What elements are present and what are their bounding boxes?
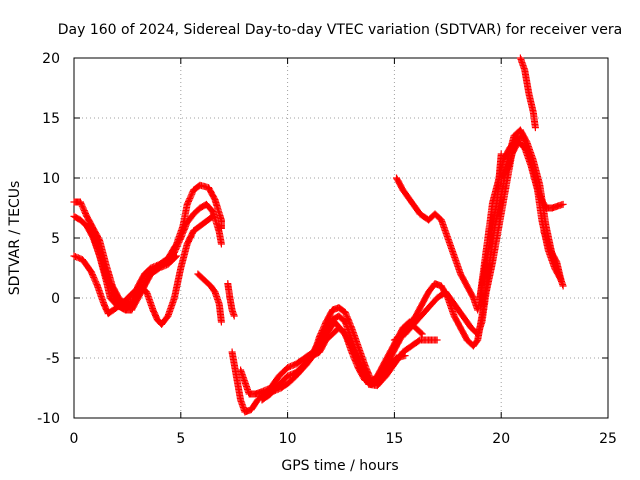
x-tick-label: 25: [599, 431, 617, 447]
series-track-15: [476, 150, 505, 302]
y-tick-label: 10: [42, 171, 60, 187]
series-track-5: [194, 270, 225, 326]
series-track-16: [516, 54, 539, 132]
series-marks: [224, 280, 238, 320]
y-tick-label: 20: [42, 51, 60, 67]
x-tick-label: 10: [279, 431, 297, 447]
x-axis-label: GPS time / hours: [281, 458, 398, 474]
series-track-9: [258, 126, 567, 404]
x-tick-labels: 0 5 10 15 20 25: [70, 431, 617, 447]
series-track-3: [70, 212, 217, 328]
series-marks: [516, 54, 539, 132]
x-tick-label: 0: [70, 431, 79, 447]
y-tick-labels: -10 -5 0 5 10 15 20: [37, 51, 60, 427]
y-tick-label: -5: [46, 351, 60, 367]
grid: [74, 58, 608, 418]
series-marks: [258, 126, 567, 404]
y-axis-label: SDTVAR / TECUs: [7, 181, 23, 296]
series-marks: [70, 212, 217, 328]
y-tick-label: 5: [51, 231, 60, 247]
x-tick-label: 15: [385, 431, 403, 447]
chart-title: Day 160 of 2024, Sidereal Day-to-day VTE…: [58, 22, 622, 38]
series-track-10: [305, 318, 441, 390]
y-tick-label: 0: [51, 291, 60, 307]
series-track-17: [540, 228, 565, 284]
series-marks: [305, 318, 441, 390]
series-marks: [476, 150, 505, 302]
series-marks: [540, 228, 565, 284]
series-track-6: [224, 280, 238, 320]
series-marks: [194, 270, 225, 326]
y-tick-label: 15: [42, 111, 60, 127]
series-marks: [83, 222, 180, 314]
y-tick-label: -10: [37, 411, 60, 427]
series-marks: [393, 174, 486, 314]
data-series: [70, 54, 567, 416]
series-track-4: [83, 222, 180, 314]
x-tick-label: 20: [492, 431, 510, 447]
x-tick-label: 5: [176, 431, 185, 447]
axis-ticks: [73, 57, 609, 419]
series-track-12: [393, 174, 486, 314]
